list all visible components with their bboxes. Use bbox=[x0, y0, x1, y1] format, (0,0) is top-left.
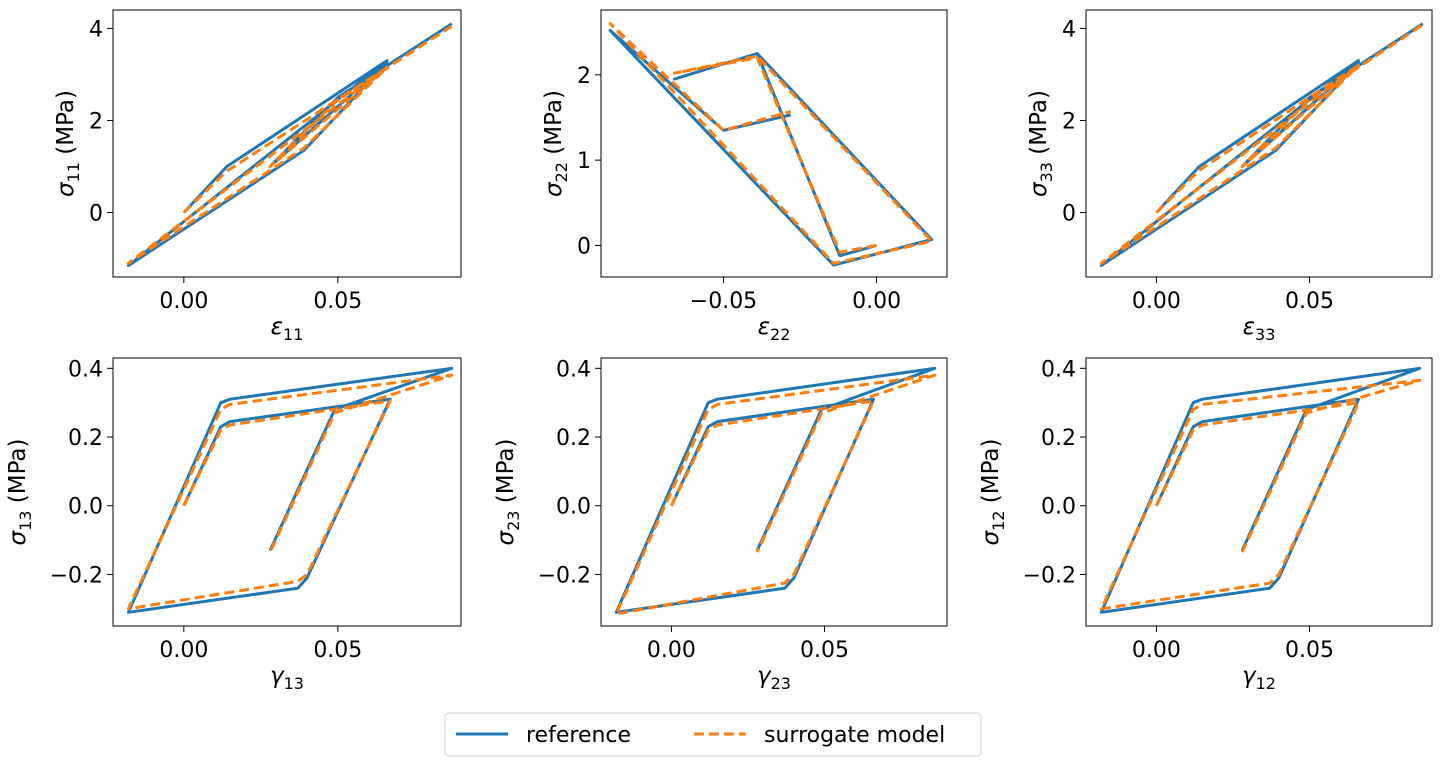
y-tick-label: 0 bbox=[577, 234, 591, 259]
legend-reference-label: reference bbox=[526, 723, 631, 748]
reference-series-line bbox=[126, 366, 454, 614]
surrogate-series-line bbox=[608, 22, 934, 265]
surrogate-series-line bbox=[614, 373, 937, 616]
x-tick-label: −0.05 bbox=[690, 289, 757, 314]
subplot-2: 0.00 0.05 0 2 4 ε33 σ33 (MPa) bbox=[1026, 9, 1433, 344]
x-tick-label: 0.00 bbox=[159, 638, 208, 663]
y-tick-label: 0.2 bbox=[68, 426, 103, 451]
legend: reference surrogate model bbox=[444, 712, 982, 757]
y-tick-label: 0.4 bbox=[68, 357, 103, 382]
y-tick-label: 0.2 bbox=[1041, 426, 1076, 451]
x-tick-label: 0.05 bbox=[1285, 289, 1334, 314]
surrogate-series-line bbox=[1099, 23, 1424, 265]
axes-frame bbox=[600, 357, 948, 627]
y-axis-label: σ13 (MPa) bbox=[5, 439, 35, 546]
reference-series-line bbox=[614, 366, 937, 614]
series-group bbox=[614, 366, 937, 616]
axes-frame bbox=[600, 9, 948, 278]
x-tick-label: 0.00 bbox=[647, 638, 696, 663]
subplot-0: 0.00 0.05 0 2 4 ε11 σ11 (MPa) bbox=[53, 9, 462, 344]
reference-series-line bbox=[1099, 366, 1422, 614]
x-tick-label: 0.05 bbox=[1285, 638, 1334, 663]
subplot-5: 0.00 0.05 −0.2 0.0 0.2 0.4 γ12 σ12 (MPa) bbox=[978, 357, 1433, 693]
y-tick-label: 0.4 bbox=[556, 357, 591, 382]
surrogate-series-line bbox=[126, 24, 453, 265]
x-axis-label: ε11 bbox=[271, 314, 304, 344]
legend-surrogate-label: surrogate model bbox=[764, 723, 945, 748]
y-axis-label: σ22 (MPa) bbox=[541, 90, 571, 197]
series-group bbox=[608, 22, 934, 267]
y-tick-label: 1 bbox=[577, 149, 591, 174]
series-group bbox=[1099, 22, 1424, 267]
axes-frame bbox=[112, 9, 462, 278]
reference-series-line bbox=[608, 29, 934, 267]
axes-frame bbox=[112, 357, 462, 627]
series-group bbox=[126, 366, 454, 614]
y-axis-label: σ23 (MPa) bbox=[493, 439, 523, 546]
x-tick-label: 0.00 bbox=[852, 289, 901, 314]
y-tick-label: 0 bbox=[1062, 202, 1076, 227]
y-tick-label: 4 bbox=[1062, 17, 1076, 42]
x-axis-label: γ23 bbox=[757, 663, 791, 693]
y-axis-label: σ12 (MPa) bbox=[978, 439, 1008, 546]
y-tick-label: 0.2 bbox=[556, 426, 591, 451]
subplot-4: 0.00 0.05 −0.2 0.0 0.2 0.4 γ23 σ23 (MPa) bbox=[493, 357, 948, 693]
y-tick-label: 0.0 bbox=[556, 495, 591, 520]
x-tick-label: 0.00 bbox=[1132, 638, 1181, 663]
y-tick-label: 2 bbox=[1062, 109, 1076, 134]
reference-series-line bbox=[126, 22, 453, 267]
surrogate-series-line bbox=[1099, 378, 1422, 611]
y-tick-label: 0.0 bbox=[68, 495, 103, 520]
series-group bbox=[1099, 366, 1422, 614]
y-tick-label: −0.2 bbox=[1023, 563, 1076, 588]
surrogate-series-line bbox=[126, 373, 454, 611]
y-axis-label: σ33 (MPa) bbox=[1026, 90, 1056, 197]
y-axis-label: σ11 (MPa) bbox=[53, 90, 83, 197]
reference-series-line bbox=[1099, 22, 1424, 267]
y-tick-label: 0.0 bbox=[1041, 495, 1076, 520]
y-tick-label: 0.4 bbox=[1041, 357, 1076, 382]
x-tick-label: 0.00 bbox=[1132, 289, 1181, 314]
axes-frame bbox=[1085, 357, 1433, 627]
y-tick-label: 0 bbox=[89, 202, 103, 227]
y-tick-label: 4 bbox=[89, 17, 103, 42]
x-axis-label: γ12 bbox=[1242, 663, 1276, 693]
subplot-1: −0.05 0.00 0 1 2 ε22 σ22 (MPa) bbox=[541, 9, 948, 344]
axes-frame bbox=[1085, 9, 1433, 278]
y-tick-label: 2 bbox=[89, 109, 103, 134]
y-tick-label: −0.2 bbox=[538, 563, 591, 588]
y-tick-label: 2 bbox=[577, 64, 591, 89]
subplot-3: 0.00 0.05 −0.2 0.0 0.2 0.4 γ13 σ13 (MPa) bbox=[5, 357, 462, 693]
x-tick-label: 0.05 bbox=[313, 289, 362, 314]
x-axis-label: ε22 bbox=[758, 314, 791, 344]
x-tick-label: 0.00 bbox=[159, 289, 208, 314]
x-tick-label: 0.05 bbox=[313, 638, 362, 663]
x-tick-label: 0.05 bbox=[800, 638, 849, 663]
y-tick-label: −0.2 bbox=[50, 563, 103, 588]
x-axis-label: γ13 bbox=[270, 663, 304, 693]
series-group bbox=[126, 22, 453, 267]
x-axis-label: ε33 bbox=[1243, 314, 1276, 344]
